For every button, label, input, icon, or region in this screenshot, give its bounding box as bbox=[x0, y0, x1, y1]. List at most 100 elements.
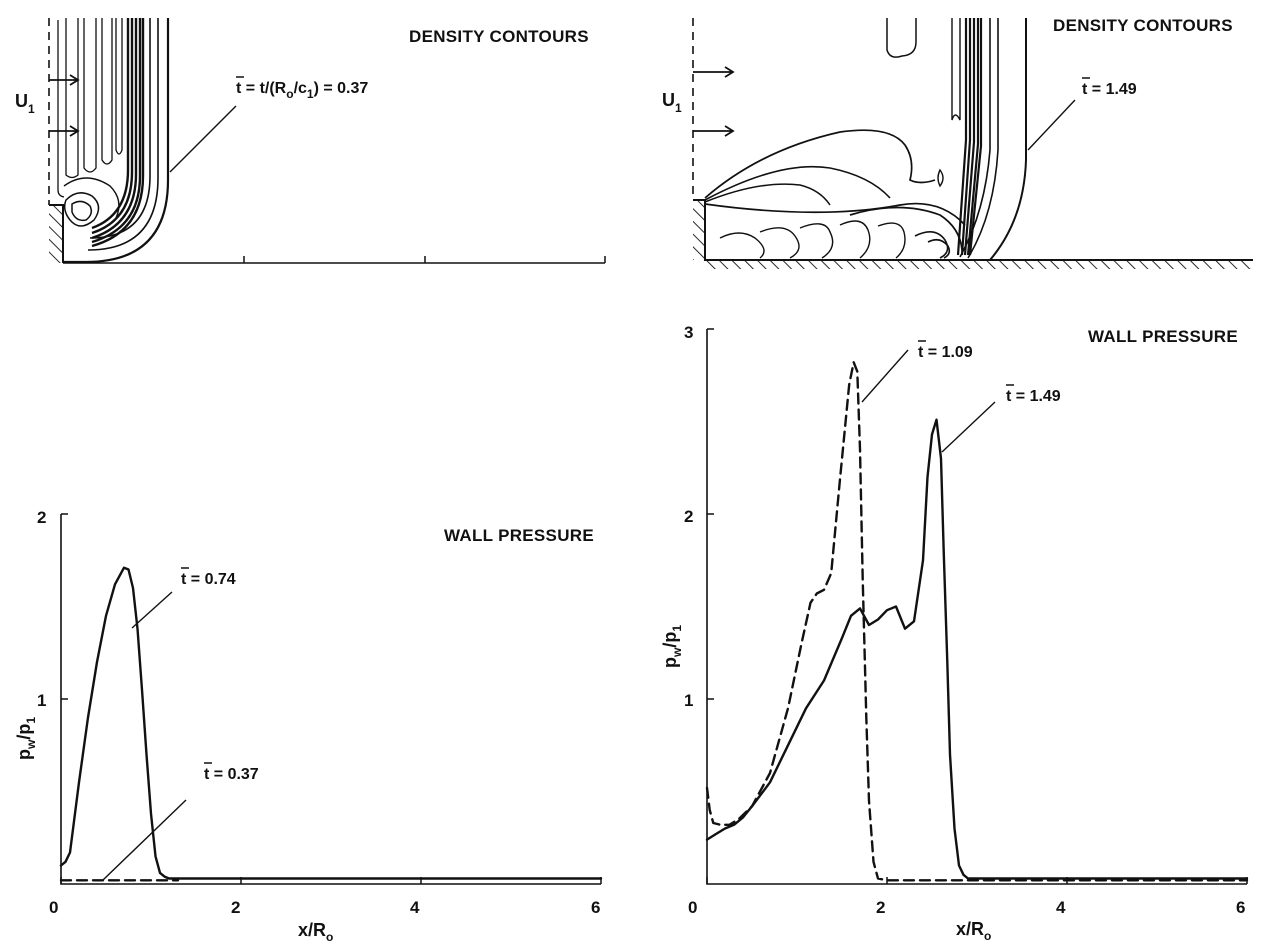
contour-line bbox=[937, 168, 944, 188]
slip-line-right bbox=[704, 202, 966, 226]
svg-text:U1: U1 bbox=[15, 91, 35, 116]
y-axis-label-sub-w: w bbox=[670, 647, 684, 658]
x-axis-label-right: x/Ro bbox=[956, 919, 991, 943]
time-label-left: t = t/(Ro/c1) = 0.37 bbox=[236, 76, 368, 101]
svg-text:x/Ro: x/Ro bbox=[298, 920, 333, 943]
time-label-prefix: t = t/(R bbox=[236, 80, 287, 97]
contour-line bbox=[87, 18, 159, 251]
inflow-arrow-upper-right bbox=[693, 66, 735, 78]
contour-line bbox=[951, 18, 961, 121]
title-density-contours-right: DENSITY CONTOURS bbox=[1053, 16, 1233, 35]
inflow-symbol: U bbox=[662, 90, 675, 110]
x-axis-label-sub: o bbox=[984, 929, 991, 943]
title-wall-pressure-right: WALL PRESSURE bbox=[1088, 327, 1238, 346]
y-axis-label-p: p bbox=[14, 749, 34, 760]
inflow-arrow-lower-right bbox=[693, 125, 735, 137]
contour-line bbox=[101, 18, 113, 165]
x-axis-label-sub: o bbox=[326, 930, 333, 943]
time-label-sub-1: 1 bbox=[307, 87, 314, 101]
vortex-contour-left bbox=[63, 177, 120, 219]
contour-line bbox=[886, 18, 917, 58]
time-label-right: t = 1.49 bbox=[1082, 81, 1137, 98]
series-label-t149: t = 1.49 bbox=[1006, 388, 1061, 405]
series-label-leader bbox=[102, 799, 187, 881]
inflow-arrow-upper-left bbox=[49, 74, 80, 86]
inflow-label-right: U1 bbox=[662, 90, 682, 115]
y-tick-label: 2 bbox=[37, 508, 46, 527]
time-label-leader-left bbox=[169, 105, 237, 173]
y-axis-label-sub-1: 1 bbox=[24, 717, 38, 724]
x-axis-label-left: x/Ro bbox=[298, 920, 333, 943]
inflow-arrow-lower-left bbox=[49, 125, 80, 137]
series-label-t037: t = 0.37 bbox=[204, 766, 259, 783]
contour-line bbox=[115, 18, 123, 155]
floor-contour bbox=[839, 220, 871, 259]
y-axis-label-right: pw/p1 bbox=[660, 625, 684, 668]
floor-contour bbox=[927, 238, 951, 259]
y-tick-label: 1 bbox=[684, 691, 693, 710]
vortex-lobe-inner-right bbox=[704, 183, 831, 206]
series-group-left bbox=[59, 566, 603, 882]
inflow-label-left: U1 bbox=[15, 91, 35, 116]
series-label-t109: t = 1.09 bbox=[918, 344, 973, 361]
series-line-109 bbox=[705, 361, 1249, 882]
svg-text:U1: U1 bbox=[662, 90, 682, 115]
wall-step-left bbox=[49, 205, 63, 263]
inflow-symbol: U bbox=[15, 91, 28, 111]
y-tick-label: 1 bbox=[37, 691, 46, 710]
wall-pressure-panel-left: 1 2 0 2 4 6 bbox=[37, 508, 603, 917]
outer-shock-left bbox=[63, 18, 170, 264]
y-tick-label: 3 bbox=[684, 323, 693, 342]
y-tick-label: 2 bbox=[684, 507, 693, 526]
title-wall-pressure-left: WALL PRESSURE bbox=[444, 526, 594, 545]
dense-contour-band-left bbox=[91, 18, 145, 248]
x-tick-label: 6 bbox=[1236, 898, 1245, 917]
floor-contour bbox=[914, 231, 949, 259]
svg-text:pw/p1: pw/p1 bbox=[660, 625, 684, 668]
y-axis-label-left: pw/p1 bbox=[14, 717, 38, 760]
wall-outline-right bbox=[693, 199, 1253, 261]
contour-line bbox=[57, 20, 65, 198]
x-tick-label: 0 bbox=[688, 898, 697, 917]
wall-pressure-panel-right: 1 2 3 0 2 4 6 bbox=[684, 323, 1249, 917]
dense-contour-band-right bbox=[956, 18, 983, 256]
wall-step-right bbox=[693, 200, 705, 260]
series-group-right bbox=[705, 361, 1249, 882]
svg-text:pw/p1: pw/p1 bbox=[14, 717, 38, 760]
time-label-suffix: ) = 0.37 bbox=[314, 80, 369, 97]
floor-contour bbox=[719, 232, 765, 259]
floor-contour bbox=[877, 222, 906, 259]
series-label-leader bbox=[941, 401, 996, 453]
x-tick-label: 2 bbox=[876, 898, 885, 917]
y-axis-label-p: p bbox=[660, 657, 680, 668]
wall-outline-left bbox=[49, 204, 64, 263]
y-axis-label-den: /p bbox=[14, 724, 34, 740]
time-label-leader-right bbox=[1027, 99, 1076, 151]
density-contour-panel-right bbox=[692, 18, 1253, 269]
title-density-contours-left: DENSITY CONTOURS bbox=[409, 27, 589, 46]
vortex-contour-left bbox=[71, 200, 93, 222]
x-tick-label: 4 bbox=[410, 898, 420, 917]
time-label-sub-o: o bbox=[286, 87, 293, 101]
inflow-subscript: 1 bbox=[28, 102, 35, 116]
y-axis-label-den: /p bbox=[660, 632, 680, 648]
tick-marks-right bbox=[706, 328, 1248, 884]
time-label-mid: /c bbox=[294, 80, 307, 97]
svg-text:t = t/(Ro/c1) = 0.37: t = t/(Ro/c1) = 0.37 bbox=[236, 80, 368, 101]
series-label-leader bbox=[861, 349, 909, 403]
x-axis-label-text: x/R bbox=[956, 919, 984, 939]
x-tick-label: 2 bbox=[231, 898, 240, 917]
series-line-149 bbox=[705, 418, 1249, 880]
contour-line bbox=[83, 18, 97, 173]
x-tick-label: 4 bbox=[1056, 898, 1066, 917]
inflow-subscript: 1 bbox=[675, 101, 682, 115]
contour-line bbox=[967, 18, 999, 259]
floor-hatch-right bbox=[705, 260, 1253, 269]
y-axis-label-sub-1: 1 bbox=[670, 625, 684, 632]
vortex-lobe-outer-right bbox=[704, 129, 936, 199]
svg-text:x/Ro: x/Ro bbox=[956, 919, 991, 943]
vortex-lobe-mid-right bbox=[704, 165, 891, 201]
series-label-t074: t = 0.74 bbox=[181, 571, 236, 588]
series-label-leader bbox=[131, 591, 173, 629]
